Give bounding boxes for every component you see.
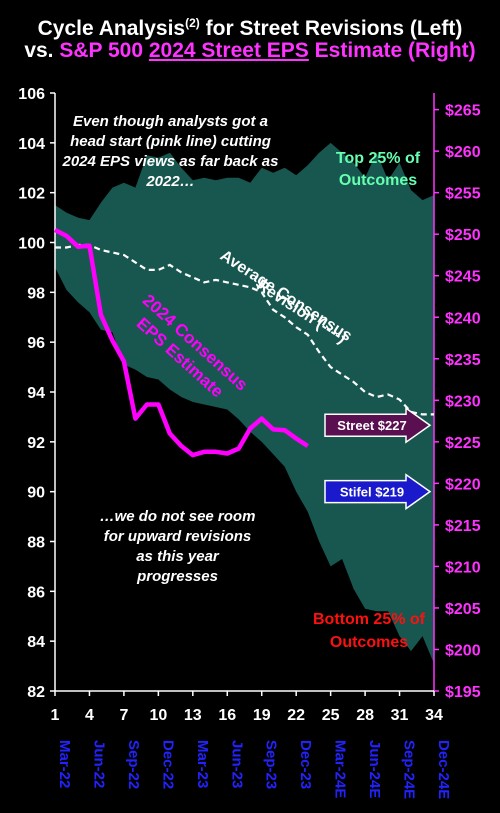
stifel-arrow — [324, 473, 432, 511]
outcome-range-band — [55, 142, 434, 664]
date-label: Sep-24E — [401, 740, 418, 799]
annotation-top-left: Even though analysts got a head start (p… — [62, 113, 279, 190]
right-axis-tick-label: $225 — [445, 435, 481, 452]
left-axis-tick-label: 100 — [18, 236, 45, 253]
x-axis-tick-label: 7 — [119, 707, 128, 724]
annotation-top-25: Top 25% of Outcomes — [335, 150, 421, 189]
left-axis-tick-label: 84 — [27, 634, 45, 651]
annotation-bottom-25: Bottom 25% of Outcomes — [313, 611, 425, 651]
street-arrow-label: Street $227 — [337, 418, 406, 433]
x-axis-tick-label: 16 — [218, 707, 236, 724]
right-axis-tick-label: $195 — [445, 684, 481, 701]
annotation-bottom-left: …we do not see room for upward revisions… — [99, 508, 256, 585]
left-axis-tick-label: 90 — [27, 485, 45, 502]
right-axis-tick-label: $260 — [445, 144, 481, 161]
x-axis-tick-label: 25 — [322, 707, 340, 724]
left-axis-tick-label: 86 — [27, 584, 45, 601]
right-axis-tick-label: $200 — [445, 642, 481, 659]
right-axis-tick-label: $235 — [445, 352, 481, 369]
x-axis-tick-label: 1 — [51, 707, 60, 724]
left-axis-tick-label: 82 — [27, 684, 45, 701]
stifel-arrow-label: Stifel $219 — [340, 485, 404, 500]
date-label: Jun-23 — [228, 740, 245, 788]
left-axis-tick-label: 96 — [27, 335, 45, 352]
date-label: Mar-24E — [332, 740, 349, 798]
right-axis-tick-label: $220 — [445, 476, 481, 493]
right-axis-tick-label: $210 — [445, 559, 481, 576]
x-axis-tick-label: 19 — [253, 707, 271, 724]
left-axis-tick-label: 92 — [27, 435, 45, 452]
chart-title-line-1: Cycle Analysis(2) for Street Revisions (… — [37, 16, 463, 40]
left-axis-tick-label: 94 — [27, 385, 45, 402]
left-axis-tick-label: 98 — [27, 285, 45, 302]
right-axis-tick-label: $240 — [445, 310, 481, 327]
date-label: Mar-22 — [56, 740, 73, 788]
date-label: Sep-23 — [263, 740, 280, 789]
right-axis-tick-label: $215 — [445, 518, 481, 535]
chart-title-line-2: vs. S&P 500 2024 Street EPS Estimate (Ri… — [24, 39, 476, 62]
left-axis-tick-label: 102 — [18, 186, 45, 203]
x-axis-tick-label: 31 — [391, 707, 409, 724]
right-axis-tick-label: $205 — [445, 601, 481, 618]
date-label: Sep-22 — [125, 740, 142, 789]
right-axis-tick-label: $255 — [445, 186, 481, 203]
x-axis-tick-label: 4 — [85, 707, 94, 724]
x-axis-tick-label: 22 — [287, 707, 305, 724]
date-label: Dec-22 — [159, 740, 176, 789]
left-axis-tick-label: 88 — [27, 535, 45, 552]
date-label: Jun-22 — [90, 740, 107, 788]
x-axis-tick-label: 13 — [184, 707, 202, 724]
date-label: Jun-24E — [366, 740, 383, 798]
x-axis-tick-label: 10 — [149, 707, 167, 724]
date-label: Dec-24E — [435, 740, 452, 799]
date-label: Dec-23 — [297, 740, 314, 789]
x-axis-tick-label: 28 — [356, 707, 374, 724]
average-revision-line — [55, 243, 434, 416]
left-axis-tick-label: 104 — [18, 136, 45, 153]
right-axis-tick-label: $250 — [445, 227, 481, 244]
date-label: Mar-23 — [194, 740, 211, 788]
right-axis-tick-label: $230 — [445, 393, 481, 410]
eps-estimate-line — [53, 227, 309, 458]
x-axis-tick-label: 34 — [425, 707, 443, 724]
right-axis-tick-label: $245 — [445, 269, 481, 286]
right-axis-tick-label: $265 — [445, 103, 481, 120]
street-arrow — [324, 406, 432, 444]
left-axis-tick-label: 106 — [18, 86, 45, 103]
